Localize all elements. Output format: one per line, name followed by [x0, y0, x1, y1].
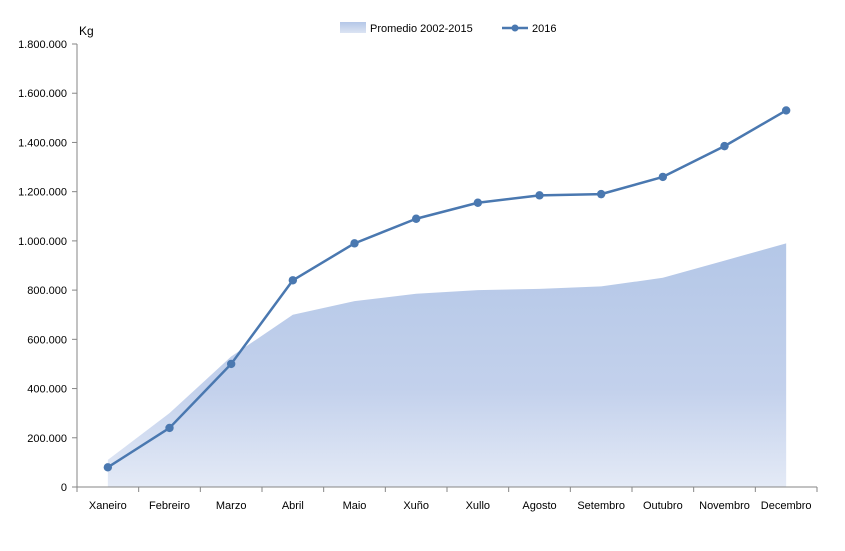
y-tick-label: 200.000: [27, 433, 67, 445]
y-tick-label: 1.400.000: [18, 137, 67, 149]
y-tick-label: 800.000: [27, 285, 67, 297]
line-series-2016: [107, 109, 787, 469]
y-tick-label: 1.800.000: [18, 39, 67, 51]
label-layer: Kg 0 200.000 400.000 600.000 800.000 1.000.00…: [18, 24, 811, 512]
x-tick-label: Agosto: [522, 500, 556, 512]
y-tick-label: 600.000: [27, 334, 67, 346]
y-tick-label: 1.600.000: [18, 88, 67, 100]
data-point-2016: [350, 239, 359, 248]
data-point-2016: [781, 106, 791, 115]
x-tick-label: Abril: [282, 500, 304, 512]
area-series-promedio: [107, 243, 787, 487]
x-tick-label: Decembro: [761, 500, 812, 512]
data-point-2016: [720, 141, 729, 151]
legend-swatch-marker: [511, 24, 519, 32]
legend-swatch-area: [340, 22, 366, 33]
legend-label-area: Promedio 2002-2015: [370, 23, 473, 35]
y-axis-unit-label: Kg: [79, 24, 94, 38]
data-point-2016: [596, 189, 606, 199]
y-tick-label: 0: [61, 482, 67, 494]
data-point-2016: [658, 172, 668, 182]
data-point-2016: [473, 198, 483, 207]
data-point-2016: [103, 463, 113, 472]
x-tick-label: Xaneiro: [89, 500, 127, 512]
y-tick-label: 1.200.000: [18, 187, 67, 199]
y-tick-label: 400.000: [27, 384, 67, 396]
data-point-2016: [411, 214, 421, 223]
x-tick-label: Setembro: [577, 500, 625, 512]
x-tick-label: Xuño: [403, 500, 429, 512]
area-layer: [107, 243, 787, 487]
x-tick-label: Marzo: [216, 500, 247, 512]
x-tick-label: Novembro: [699, 500, 750, 512]
data-point-2016: [165, 423, 174, 433]
legend-label-line: 2016: [532, 23, 556, 35]
data-point-2016: [226, 359, 236, 369]
line-layer: [103, 106, 791, 472]
data-point-2016: [535, 191, 544, 200]
y-tick-label: 1.000.000: [18, 236, 67, 248]
axis-layer: [72, 43, 818, 492]
x-tick-label: Outubro: [643, 500, 683, 512]
x-tick-label: Maio: [343, 500, 367, 512]
legend: Promedio 2002-2015 2016: [340, 22, 556, 35]
data-point-2016: [288, 276, 298, 285]
x-tick-label: Febreiro: [149, 500, 190, 512]
x-tick-label: Xullo: [466, 500, 490, 512]
